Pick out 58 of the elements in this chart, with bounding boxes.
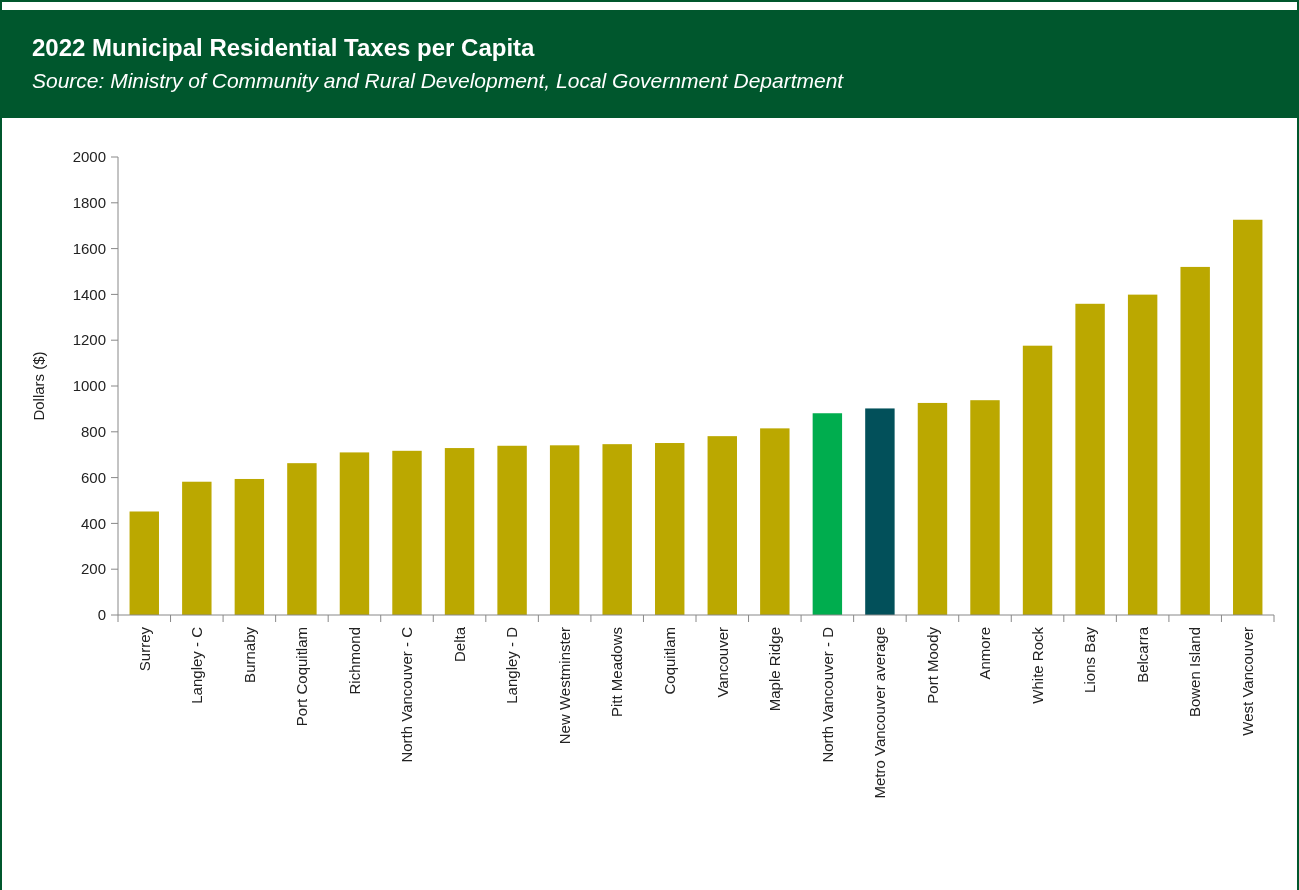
x-tick-label: Maple Ridge (766, 627, 784, 712)
y-axis-title: Dollars ($) (30, 351, 47, 421)
x-tick-label: Langley - D (503, 626, 521, 704)
x-tick-label: Lions Bay (1081, 626, 1099, 693)
y-tick-label: 1600 (72, 239, 106, 257)
bar (760, 428, 790, 615)
y-tick-label: 200 (80, 560, 106, 578)
x-tick-label: Coquitlam (660, 627, 678, 695)
bar (1180, 266, 1210, 615)
x-tick-label: Delta (450, 626, 468, 663)
y-tick-label: 600 (80, 468, 106, 486)
y-tick-label: 1000 (72, 377, 106, 395)
x-tick-label: West Vancouver (1238, 627, 1256, 736)
bar (655, 443, 685, 615)
x-tick-label: Port Coquitlam (293, 627, 311, 727)
bar (444, 448, 475, 615)
bar (1022, 345, 1053, 615)
x-tick-label: Richmond (345, 627, 363, 695)
x-tick-label: Surrey (135, 626, 153, 672)
x-tick-label: Burnaby (240, 626, 258, 683)
y-tick-label: 0 (97, 606, 106, 624)
x-tick-label: Anmore (976, 627, 994, 680)
x-tick-label: North Vancouver - D (818, 626, 836, 763)
x-tick-label: North Vancouver - C (398, 626, 416, 763)
bar (1233, 219, 1263, 615)
x-tick-label: Langley - C (188, 626, 206, 704)
x-tick-label: Pitt Meadows (608, 627, 626, 718)
bar (917, 402, 948, 615)
bar (392, 450, 422, 615)
chart-subtitle: Source: Ministry of Community and Rural Development, Local Government Department (32, 69, 845, 92)
bar (129, 511, 159, 615)
chart-title: 2022 Municipal Residential Taxes per Capita (32, 34, 536, 61)
bar (602, 444, 632, 615)
x-tick-label: Vancouver (713, 627, 731, 698)
bar (339, 452, 370, 615)
bar (812, 413, 843, 615)
x-tick-label: White Rock (1028, 626, 1046, 704)
x-tick-label: Metro Vancouver average (871, 627, 889, 799)
bar (182, 481, 212, 615)
y-tick-label: 400 (80, 514, 106, 532)
y-tick-label: 1800 (72, 194, 106, 212)
x-tick-label: Port Moody (923, 626, 941, 704)
bar (234, 478, 265, 615)
x-tick-label: Belcarra (1133, 626, 1151, 683)
x-tick-label: Bowen Island (1186, 627, 1204, 718)
bar (1075, 303, 1105, 615)
x-tick-label: New Westminster (555, 627, 573, 745)
bar (707, 436, 737, 615)
bar (1127, 294, 1158, 615)
bar (865, 408, 895, 615)
bar (497, 445, 527, 615)
y-tick-label: 1200 (72, 331, 106, 349)
bar (287, 463, 317, 615)
bar (970, 400, 1000, 615)
y-tick-label: 1400 (72, 285, 106, 303)
y-tick-label: 800 (80, 423, 106, 441)
bar (549, 445, 580, 615)
y-tick-label: 2000 (72, 148, 106, 166)
